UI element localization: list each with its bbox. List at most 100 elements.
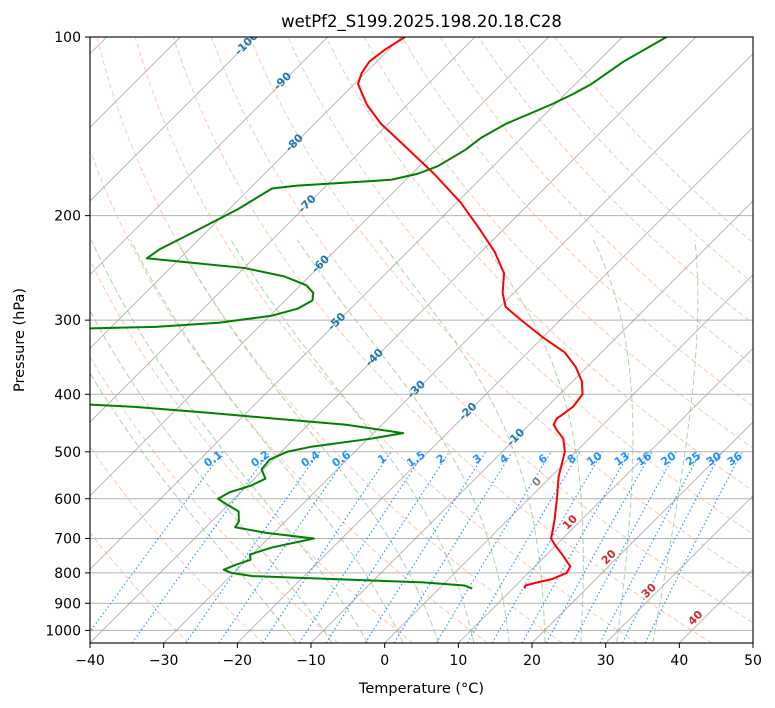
isotherm-label: -80 <box>283 131 306 154</box>
mixing-ratio-label: 4 <box>497 451 511 466</box>
isotherm-label: 0 <box>529 474 544 489</box>
x-tick-label: −20 <box>223 653 253 669</box>
isotherm-line <box>90 37 623 571</box>
dry-adiabat <box>401 37 753 407</box>
dry-adiabat <box>363 37 753 449</box>
moist-adiabat <box>652 240 699 643</box>
y-tick-label: 100 <box>54 30 81 46</box>
y-tick-label: 400 <box>54 387 81 403</box>
mixing-ratio-line <box>185 451 321 643</box>
isotherm-line <box>90 37 255 202</box>
dry-adiabat <box>440 37 753 366</box>
moist-adiabat <box>130 239 404 643</box>
isotherm-line <box>531 421 753 643</box>
dry-adiabat <box>516 37 753 284</box>
x-tick-label: 0 <box>380 653 389 669</box>
moist-adiabat <box>379 239 546 643</box>
isotherm-label: -50 <box>325 310 348 333</box>
moist-adiabat <box>90 372 297 643</box>
isotherm-line <box>752 642 753 643</box>
y-tick-label: 900 <box>54 596 81 612</box>
moist-adiabat <box>593 239 634 643</box>
x-tick-label: 40 <box>670 653 688 669</box>
mixing-ratio-line <box>325 451 451 643</box>
dry-adiabat <box>172 37 712 643</box>
dry-adiabat <box>478 37 753 325</box>
isotherm-label: -40 <box>363 346 386 369</box>
mixing-ratio-line <box>644 451 743 643</box>
dry-adiabat <box>90 148 488 643</box>
mixing-ratio-line <box>545 451 653 643</box>
y-tick-label: 600 <box>54 492 81 508</box>
dry-adiabat <box>90 258 414 643</box>
pressure-gridlines <box>90 37 753 631</box>
isotherm-line <box>90 37 550 497</box>
isotherm-label: -60 <box>309 252 332 275</box>
x-axis-ticks: −40 −30 −20 −10 0 10 20 30 40 50 <box>75 643 762 669</box>
y-tick-label: 500 <box>54 445 81 461</box>
dry-adiabat <box>287 37 753 535</box>
y-axis-ticks: 100 200 300 400 500 600 700 800 900 1000 <box>45 30 90 639</box>
isotherm-label: 10 <box>560 512 580 532</box>
x-tick-label: 20 <box>523 653 541 669</box>
moist-adiabat <box>90 239 369 643</box>
temperature-profile <box>357 37 584 589</box>
isotherm-line <box>384 273 753 643</box>
isotherm-line <box>310 200 753 643</box>
mixing-ratio-line <box>218 451 351 643</box>
mixing-ratio-line <box>131 451 271 643</box>
isotherm-line <box>163 52 753 643</box>
x-tick-label: 10 <box>449 653 467 669</box>
moist-adiabat <box>297 239 510 643</box>
dewpoint-profile <box>90 37 668 590</box>
isotherm-line <box>90 37 476 423</box>
mixing-ratio-line <box>364 451 487 643</box>
mixing-ratio-lines <box>90 451 743 643</box>
isotherm-label: -30 <box>405 377 428 400</box>
mixing-ratio-line <box>599 451 702 643</box>
dry-adiabat <box>90 531 190 643</box>
mixing-ratio-line <box>298 451 426 643</box>
y-tick-label: 700 <box>54 532 81 548</box>
dry-adiabat-lines <box>90 37 753 643</box>
y-tick-label: 300 <box>54 313 81 329</box>
x-tick-label: 30 <box>597 653 615 669</box>
isotherm-line <box>678 568 753 643</box>
moist-adiabat <box>176 239 439 643</box>
mixing-ratio-label: 2 <box>434 452 448 467</box>
isotherm-label: 20 <box>599 547 619 567</box>
moist-adiabat <box>90 309 333 643</box>
dry-adiabat <box>90 355 339 643</box>
sounding-profiles <box>90 37 668 590</box>
isotherm-line <box>605 494 753 643</box>
mixing-ratio-label: 3 <box>470 451 484 466</box>
isotherm-label: -10 <box>504 426 527 449</box>
mixing-ratio-line <box>90 451 224 633</box>
isotherm-lines <box>90 37 753 643</box>
isotherm-line <box>457 347 753 643</box>
dry-adiabat <box>134 37 638 643</box>
y-tick-label: 800 <box>54 566 81 582</box>
dry-adiabat <box>90 445 264 643</box>
isotherm-line <box>90 37 697 643</box>
mixing-ratio-line <box>572 451 677 643</box>
plot-frame <box>89 36 754 644</box>
mixing-ratio-line <box>621 451 722 643</box>
isotherm-label: -20 <box>456 400 479 423</box>
x-tick-label: 50 <box>744 653 762 669</box>
chart-title: wetPf2_S199.2025.198.20.18.C28 <box>281 12 562 32</box>
x-tick-label: −30 <box>149 653 179 669</box>
isotherm-line <box>90 37 329 276</box>
x-tick-label: −40 <box>75 653 105 669</box>
dry-adiabat <box>249 37 753 579</box>
y-tick-label: 200 <box>54 209 81 225</box>
moist-adiabat-lines <box>90 239 699 643</box>
mixing-ratio-line <box>262 451 392 643</box>
dry-adiabat <box>554 37 753 244</box>
mixing-ratio-label: 6 <box>536 451 550 466</box>
plot-area: 0.1 0.2 0.4 0.6 1 1.5 2 3 4 6 8 10 13 16 20 25 30 36-100-… <box>90 37 753 643</box>
moist-adiabat <box>480 239 584 643</box>
x-axis-title: Temperature (°C) <box>358 681 484 697</box>
dry-adiabat <box>325 37 753 492</box>
